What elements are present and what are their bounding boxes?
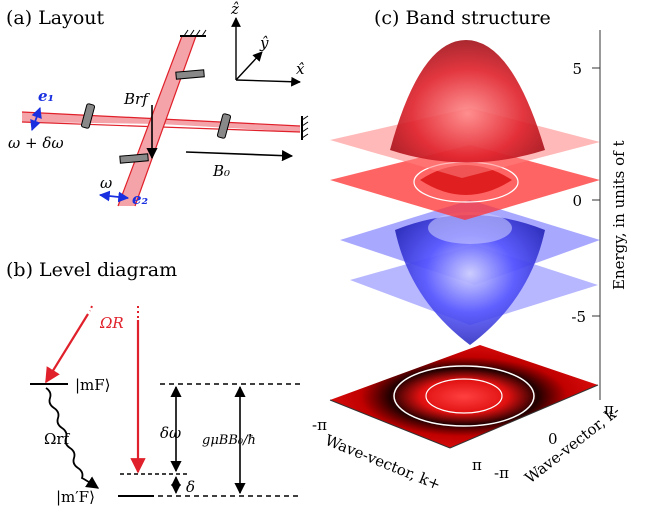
optic-lens bbox=[216, 113, 232, 139]
label-brf: Brf bbox=[123, 90, 150, 108]
panel-c-title: (c) Band structure bbox=[374, 7, 551, 29]
b0-arrow bbox=[185, 150, 294, 162]
label-axis-z: ẑ bbox=[230, 0, 239, 18]
floor-contour bbox=[393, 365, 535, 427]
beam-edge bbox=[117, 35, 183, 207]
blue-band-surface bbox=[395, 215, 545, 345]
k-plus-label: Wave-vector, k+ bbox=[323, 431, 444, 494]
label-mf-prime: |m′F⟩ bbox=[56, 488, 95, 506]
label-e2: e₂ bbox=[132, 190, 149, 208]
floor-contour bbox=[425, 378, 503, 414]
mirror-right bbox=[301, 115, 309, 140]
red-band-surface bbox=[390, 40, 545, 163]
label-mf: |mF⟩ bbox=[75, 376, 111, 394]
k-plus-axis bbox=[329, 399, 451, 449]
k-minus-tick: -π bbox=[494, 464, 509, 482]
energy-axis-label: Energy, in units of t bbox=[610, 141, 628, 291]
panel-c: (c) Band structure 5 0 -5 Energy, in uni… bbox=[312, 7, 628, 494]
k-minus-tick: 0 bbox=[548, 430, 558, 448]
label-axis-y: ŷ bbox=[259, 34, 269, 52]
panel-a: (a) Layout e₁ e₂ Brf B₀ bbox=[6, 0, 309, 208]
energy-tick-label: -5 bbox=[571, 308, 586, 326]
omega-r-dots bbox=[89, 305, 93, 312]
k-minus-axis bbox=[449, 384, 599, 449]
axes-triad: ẑ ŷ x̂ bbox=[230, 0, 305, 87]
panel-b: (b) Level diagram ΩR |mF⟩ |m′F⟩ Ωrf δω δ… bbox=[6, 259, 300, 506]
k-plus-tick: π bbox=[472, 456, 482, 474]
polarization-arrow-e2 bbox=[98, 190, 130, 203]
optic-lens bbox=[175, 69, 205, 80]
mirror-top bbox=[180, 29, 207, 37]
label-omega: ω bbox=[100, 174, 112, 192]
k-minus-label: Wave-vector, k- bbox=[521, 402, 623, 487]
label-delta-omega: δω bbox=[160, 424, 181, 442]
label-b0: B₀ bbox=[212, 162, 230, 180]
label-delta: δ bbox=[186, 478, 195, 496]
energy-tick-label: 0 bbox=[572, 192, 582, 210]
label-omega-plus: ω + δω bbox=[8, 134, 64, 152]
label-omega-rf: Ωrf bbox=[44, 430, 71, 448]
rf-wavy-arrow bbox=[45, 387, 100, 489]
beam-edge bbox=[134, 35, 197, 207]
label-g-mu-b: gμBB₀/ħ bbox=[202, 433, 256, 448]
blue-band-highlight bbox=[428, 212, 512, 244]
polarization-arrow-e1 bbox=[30, 106, 42, 132]
label-e1: e₁ bbox=[38, 87, 54, 105]
panel-b-title: (b) Level diagram bbox=[6, 259, 177, 281]
energy-tick-label: 5 bbox=[572, 60, 582, 78]
k-plus-tick: -π bbox=[312, 416, 327, 434]
panel-a-title: (a) Layout bbox=[6, 7, 105, 29]
floor-projection bbox=[330, 345, 598, 448]
optic-lens bbox=[80, 103, 96, 129]
omega-r-arrow-left bbox=[45, 313, 89, 384]
k-minus-tick: π bbox=[604, 400, 614, 418]
label-axis-x: x̂ bbox=[296, 60, 305, 78]
label-omega-r: ΩR bbox=[99, 314, 124, 332]
